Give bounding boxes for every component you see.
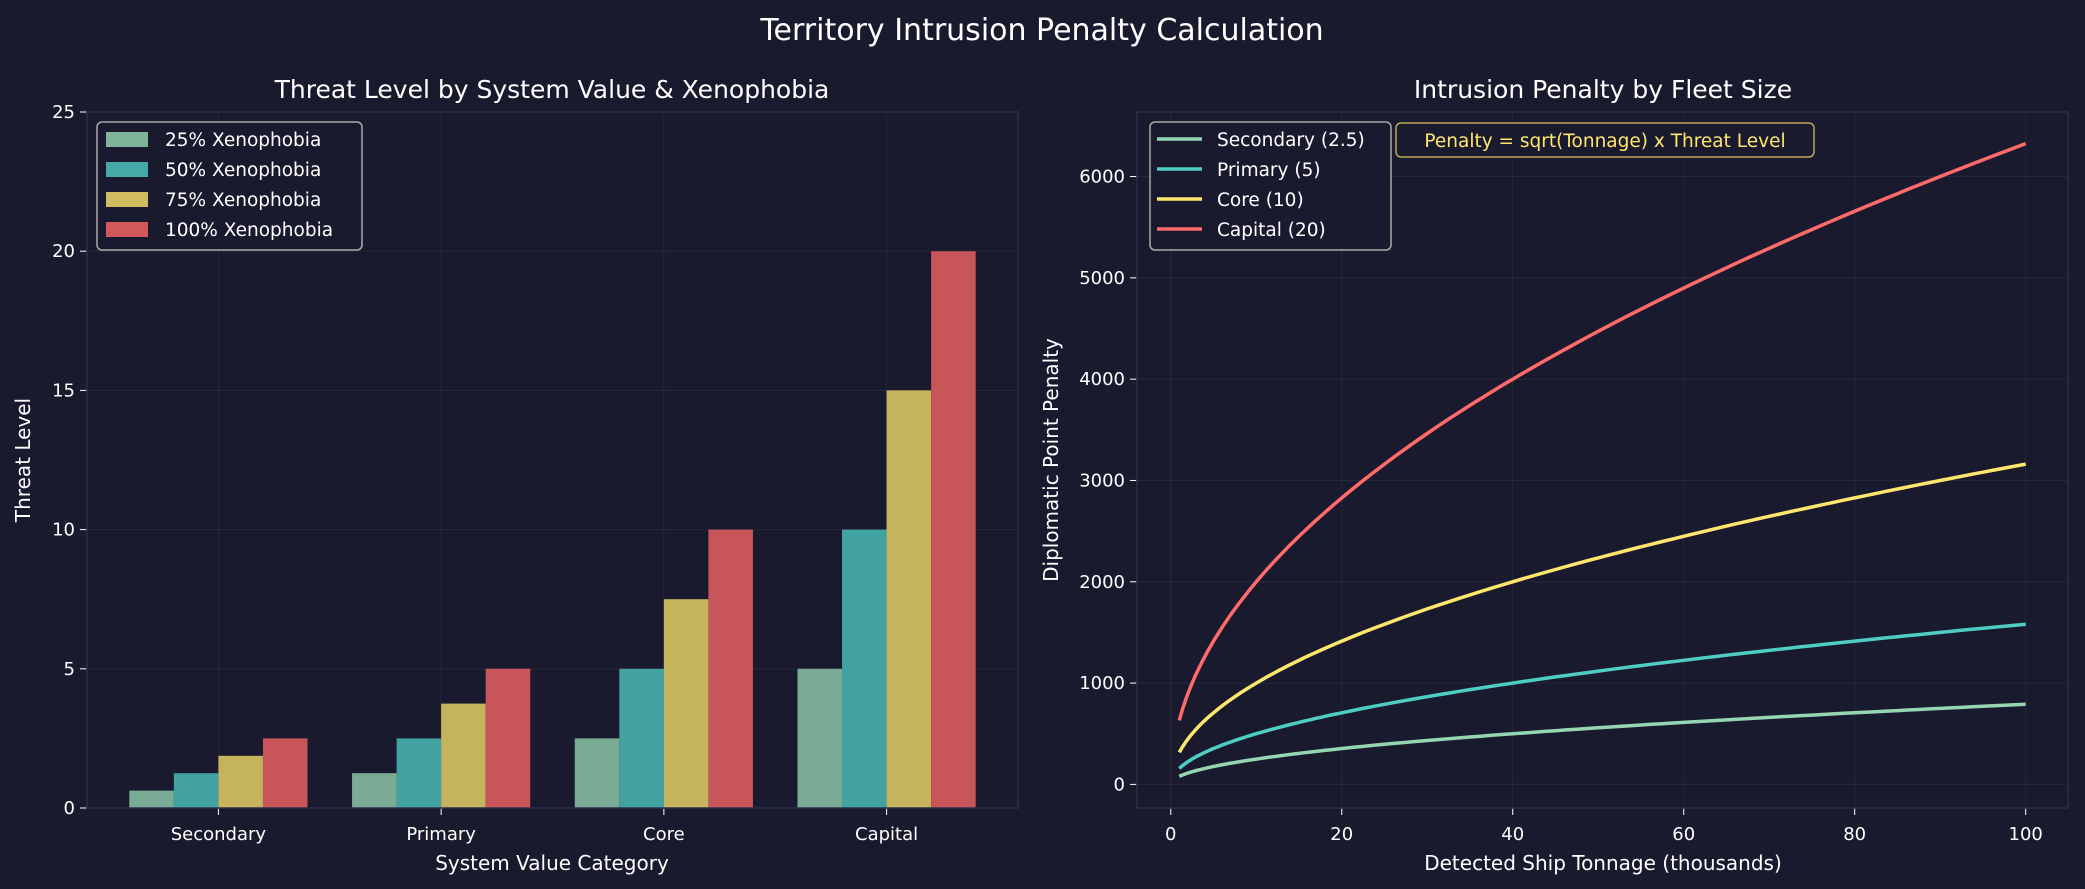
bar-chart-xlabel: System Value Category xyxy=(435,851,669,875)
y-tick-label: 5000 xyxy=(1079,268,1125,289)
bar-chart-legend: 25% Xenophobia 50% Xenophobia 75% Xenophob… xyxy=(96,121,363,251)
bar-core-1 xyxy=(574,738,620,808)
x-tick-label: 80 xyxy=(1843,824,1866,845)
y-tick-label: 10 xyxy=(52,520,75,541)
x-tick-label: Core xyxy=(643,824,685,845)
x-tick-label: Secondary xyxy=(171,824,267,845)
bar-primary-2 xyxy=(396,738,442,808)
bar-capital-2 xyxy=(842,529,887,808)
legend-swatch xyxy=(106,132,148,147)
y-tick-label: 3000 xyxy=(1079,470,1125,491)
bar-chart-title: Threat Level by System Value & Xenophobi… xyxy=(274,75,830,104)
legend-swatch xyxy=(106,222,148,237)
series-line-2 xyxy=(1178,622,2026,770)
line-chart-xlabel: Detected Ship Tonnage (thousands) xyxy=(1424,851,1782,875)
series-line-1 xyxy=(1178,702,2026,778)
y-tick-label: 25 xyxy=(52,102,75,123)
bar-capital-3 xyxy=(886,390,932,808)
x-tick-label: 40 xyxy=(1501,824,1524,845)
bar-core-4 xyxy=(708,529,753,808)
y-tick-label: 5 xyxy=(64,659,75,680)
legend-label: Capital (20) xyxy=(1217,220,1326,241)
x-tick-label: 100 xyxy=(2009,824,2043,845)
x-tick-label: Capital xyxy=(855,824,918,845)
x-tick-label: 20 xyxy=(1330,824,1353,845)
bar-primary-1 xyxy=(352,773,397,808)
legend-label: 25% Xenophobia xyxy=(165,130,321,151)
figure-title: Territory Intrusion Penalty Calculation xyxy=(759,13,1323,48)
legend-label: 75% Xenophobia xyxy=(165,190,321,211)
bar-secondary-1 xyxy=(129,790,174,808)
bar-capital-4 xyxy=(931,251,976,808)
line-chart-panel: Intrusion Penalty by Fleet Size Detected… xyxy=(1039,75,2069,875)
bar-capital-1 xyxy=(797,668,843,808)
y-tick-label: 6000 xyxy=(1079,167,1125,188)
y-tick-label: 0 xyxy=(64,798,75,819)
bar-primary-3 xyxy=(441,703,486,808)
legend-swatch xyxy=(106,192,148,207)
legend-label: Primary (5) xyxy=(1217,160,1321,181)
bar-chart-panel: Threat Level by System Value & Xenophobi… xyxy=(11,75,1019,875)
line-chart-title: Intrusion Penalty by Fleet Size xyxy=(1414,75,1792,104)
legend-box xyxy=(1149,121,1392,251)
legend-box xyxy=(96,121,363,251)
y-tick-label: 15 xyxy=(52,380,75,401)
legend-swatch xyxy=(106,162,148,177)
bar-chart-ylabel: Threat Level xyxy=(11,398,35,523)
line-chart-legend: Secondary (2.5) Primary (5) Core (10) Capit… xyxy=(1149,121,1392,251)
bar-secondary-2 xyxy=(173,773,219,808)
x-tick-label: 60 xyxy=(1672,824,1695,845)
formula-annotation-box xyxy=(1395,122,1815,158)
legend-label: 50% Xenophobia xyxy=(165,160,321,181)
bar-core-2 xyxy=(619,668,664,808)
bar-primary-4 xyxy=(485,668,531,808)
x-tick-label: 0 xyxy=(1165,824,1176,845)
series-line-4 xyxy=(1177,141,2027,721)
legend-label: Core (10) xyxy=(1217,190,1304,211)
formula-annotation: Penalty = sqrt(Tonnage) x Threat Level xyxy=(1424,131,1785,152)
y-tick-label: 0 xyxy=(1114,774,1125,795)
bar-secondary-4 xyxy=(262,738,308,808)
y-tick-label: 4000 xyxy=(1079,369,1125,390)
legend-label: 100% Xenophobia xyxy=(165,220,333,241)
line-chart-ylabel: Diplomatic Point Penalty xyxy=(1039,338,1063,582)
bar-secondary-3 xyxy=(218,755,263,808)
line-chart-frame xyxy=(1136,111,2069,809)
y-tick-label: 1000 xyxy=(1079,673,1125,694)
series-line-3 xyxy=(1177,462,2027,754)
legend-label: Secondary (2.5) xyxy=(1217,130,1365,151)
bar-core-3 xyxy=(663,599,709,808)
bar-chart-frame xyxy=(86,111,1019,809)
y-tick-label: 20 xyxy=(52,241,75,262)
x-tick-label: Primary xyxy=(406,824,476,845)
y-tick-label: 2000 xyxy=(1079,572,1125,593)
